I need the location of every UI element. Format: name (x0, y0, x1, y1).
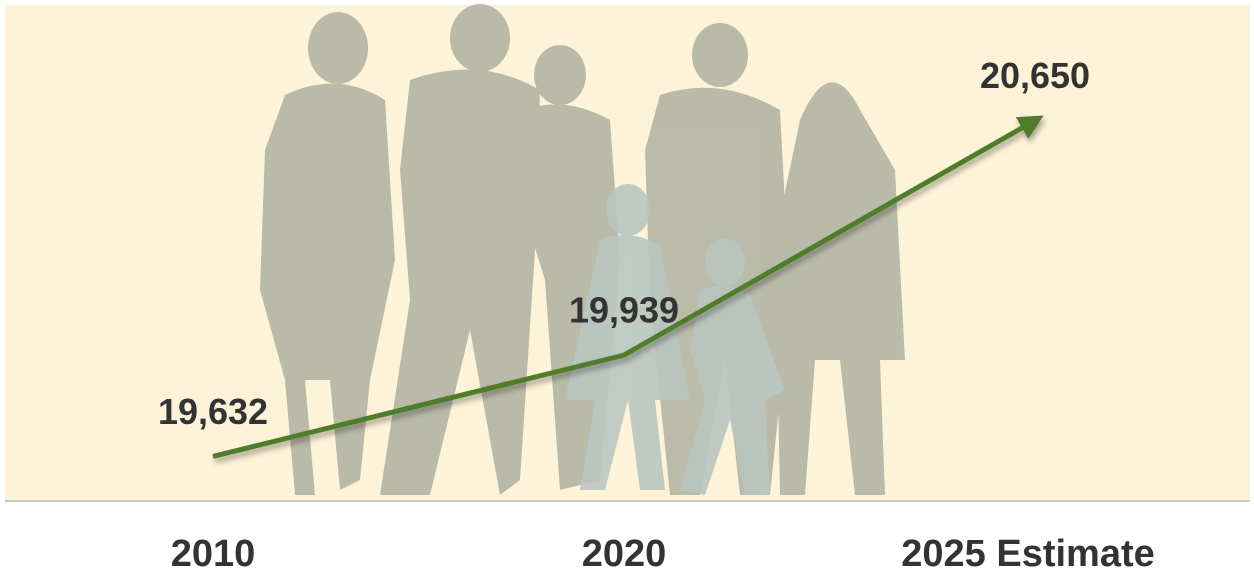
value-label: 19,939 (569, 290, 679, 331)
x-tick-label: 2025 Estimate (901, 533, 1155, 575)
value-label: 19,632 (158, 391, 268, 432)
x-tick-label: 2010 (171, 533, 256, 575)
child-silhouettes (565, 184, 785, 495)
trend-arrow (212, 115, 1044, 459)
value-label: 20,650 (980, 55, 1090, 96)
x-tick-label: 2020 (582, 533, 667, 575)
